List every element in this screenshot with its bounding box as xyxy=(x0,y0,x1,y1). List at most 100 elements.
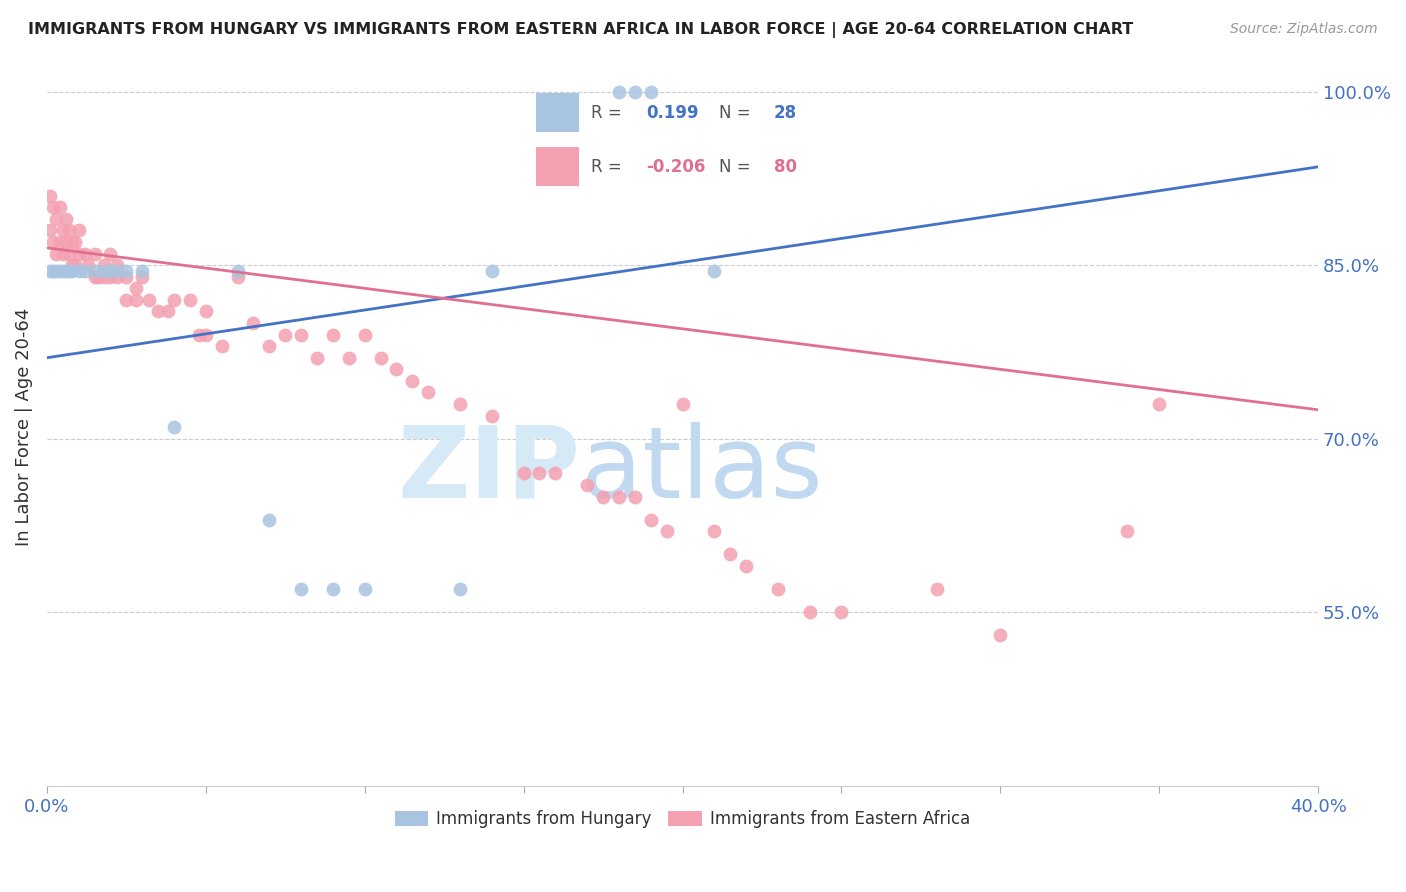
Point xyxy=(703,524,725,539)
Point xyxy=(115,264,138,278)
Point xyxy=(100,269,122,284)
Point xyxy=(42,264,65,278)
Point xyxy=(576,478,599,492)
Text: atlas: atlas xyxy=(581,422,823,518)
Point xyxy=(925,582,948,596)
Point xyxy=(115,269,138,284)
Point xyxy=(624,490,647,504)
Point xyxy=(607,85,630,99)
Point xyxy=(640,85,662,99)
Point xyxy=(125,293,148,307)
Point xyxy=(45,211,67,226)
Point xyxy=(146,304,169,318)
Point xyxy=(290,582,312,596)
Point xyxy=(799,605,821,619)
Point xyxy=(45,264,67,278)
Point xyxy=(671,397,693,411)
Point xyxy=(100,246,122,260)
Point xyxy=(39,264,62,278)
Point xyxy=(353,582,375,596)
Point xyxy=(39,188,62,202)
Point xyxy=(48,200,70,214)
Point xyxy=(52,246,75,260)
Point xyxy=(735,559,758,574)
Point xyxy=(179,293,201,307)
Point xyxy=(418,385,440,400)
Legend: Immigrants from Hungary, Immigrants from Eastern Africa: Immigrants from Hungary, Immigrants from… xyxy=(388,804,977,835)
Point xyxy=(105,258,128,272)
Point xyxy=(655,524,678,539)
Point xyxy=(1116,524,1139,539)
Point xyxy=(58,246,80,260)
Y-axis label: In Labor Force | Age 20-64: In Labor Force | Age 20-64 xyxy=(15,308,32,546)
Point xyxy=(259,513,281,527)
Point xyxy=(322,327,344,342)
Point xyxy=(242,316,264,330)
Point xyxy=(592,490,614,504)
Point xyxy=(481,264,503,278)
Point xyxy=(766,582,789,596)
Point xyxy=(93,269,115,284)
Point xyxy=(259,339,281,353)
Point xyxy=(77,258,100,272)
Point xyxy=(67,264,90,278)
Point xyxy=(55,264,77,278)
Point xyxy=(481,409,503,423)
Point xyxy=(138,293,160,307)
Point xyxy=(385,362,408,376)
Point xyxy=(125,281,148,295)
Point xyxy=(703,264,725,278)
Point xyxy=(48,235,70,249)
Point xyxy=(718,548,741,562)
Point xyxy=(290,327,312,342)
Point xyxy=(67,223,90,237)
Point xyxy=(65,235,87,249)
Point xyxy=(830,605,852,619)
Point xyxy=(60,235,83,249)
Point xyxy=(156,304,179,318)
Point xyxy=(226,269,249,284)
Point xyxy=(305,351,328,365)
Point xyxy=(52,223,75,237)
Point xyxy=(65,258,87,272)
Point xyxy=(1147,397,1170,411)
Point xyxy=(512,467,534,481)
Point xyxy=(73,264,96,278)
Point xyxy=(353,327,375,342)
Point xyxy=(640,513,662,527)
Point xyxy=(131,269,153,284)
Point xyxy=(188,327,211,342)
Point xyxy=(48,264,70,278)
Point xyxy=(105,264,128,278)
Point xyxy=(83,264,105,278)
Point xyxy=(163,293,186,307)
Point xyxy=(226,264,249,278)
Point xyxy=(39,223,62,237)
Point xyxy=(163,420,186,434)
Point xyxy=(55,235,77,249)
Point xyxy=(67,246,90,260)
Point xyxy=(60,258,83,272)
Point xyxy=(529,467,551,481)
Point xyxy=(607,490,630,504)
Point xyxy=(58,264,80,278)
Text: Source: ZipAtlas.com: Source: ZipAtlas.com xyxy=(1230,22,1378,37)
Point xyxy=(115,293,138,307)
Point xyxy=(194,304,217,318)
Point xyxy=(337,351,360,365)
Point xyxy=(624,85,647,99)
Point xyxy=(42,235,65,249)
Point xyxy=(449,397,471,411)
Point xyxy=(105,269,128,284)
Point xyxy=(370,351,392,365)
Point xyxy=(87,269,110,284)
Point xyxy=(55,211,77,226)
Point xyxy=(449,582,471,596)
Point xyxy=(42,200,65,214)
Point xyxy=(131,264,153,278)
Point xyxy=(83,269,105,284)
Point xyxy=(194,327,217,342)
Point xyxy=(988,628,1011,642)
Point xyxy=(45,246,67,260)
Point xyxy=(93,258,115,272)
